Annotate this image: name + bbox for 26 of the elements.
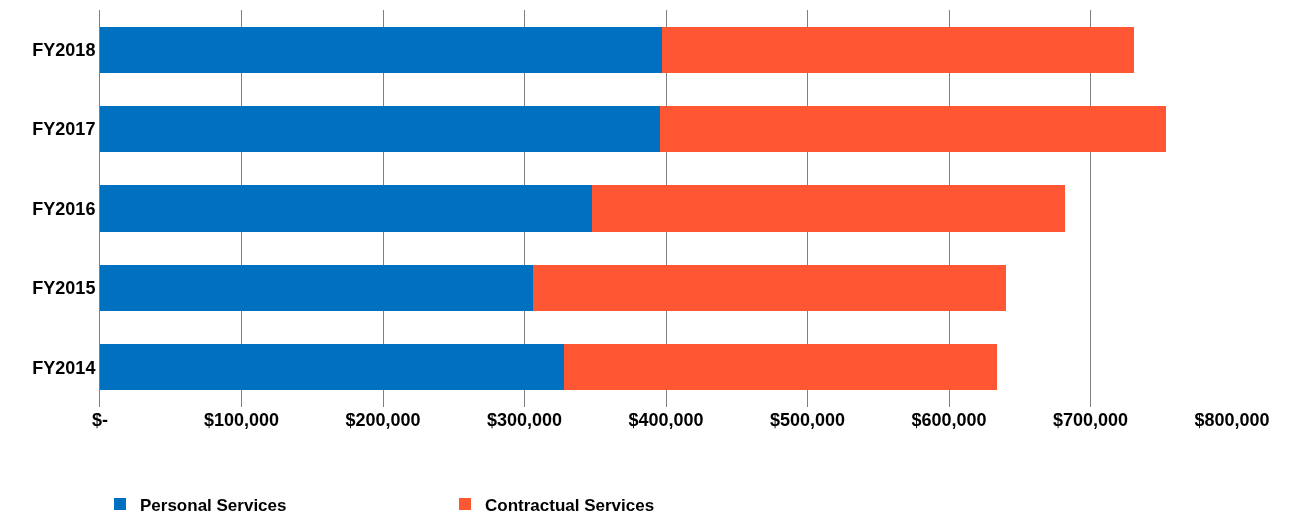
x-tick-label: $100,000 [203,410,280,430]
y-tick-label: FY2016 [32,198,96,219]
bar [660,106,1166,153]
y-tick-label: FY2015 [32,278,96,299]
x-tick-label: $800,000 [1194,410,1270,430]
y-tick-label: FY2018 [32,40,96,60]
bar [100,264,533,311]
x-tick-label: $500,000 [769,410,846,430]
x-tick-label: $200,000 [345,410,421,430]
y-tick-label: FY2017 [32,119,96,140]
x-tick-label: $700,000 [1052,410,1129,430]
x-tick-label: $600,000 [911,410,987,430]
bar [532,264,1006,311]
bar [661,26,1135,73]
legend-label: Personal Services [140,495,287,515]
x-tick-label: $300,000 [486,410,563,430]
bar [100,106,661,153]
bar [100,26,662,73]
bar [564,344,998,391]
bar [100,344,565,391]
x-tick-label: $- [91,410,109,430]
legend-label: Contractual Services [485,495,655,515]
x-tick-label: $400,000 [628,410,704,430]
bar [592,185,1066,232]
y-tick-label: FY2014 [32,357,96,378]
bar [100,185,593,232]
